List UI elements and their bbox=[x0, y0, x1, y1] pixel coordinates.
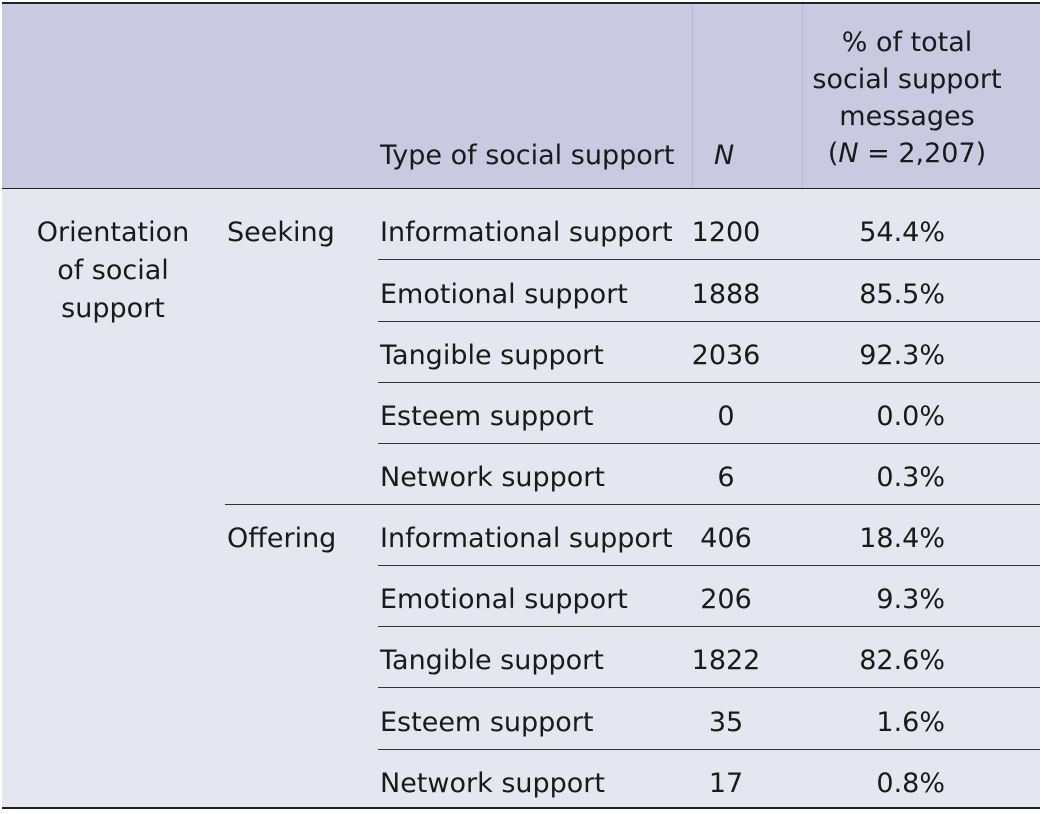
table-cell-type: Network support bbox=[380, 768, 605, 799]
header-type: Type of social support bbox=[380, 140, 675, 171]
table-header: Type of social support N % of total soci… bbox=[2, 4, 1040, 189]
table-cell-pct: 92.3% bbox=[859, 340, 945, 371]
orientation-label: Orientation of social support bbox=[36, 217, 190, 324]
table-cell-type: Emotional support bbox=[380, 279, 628, 310]
table-cell-n: 406 bbox=[700, 523, 752, 554]
header-n: N bbox=[714, 140, 735, 171]
header-percent-total: (N = 2,207) bbox=[827, 138, 987, 169]
table-cell-n: 6 bbox=[717, 462, 735, 493]
table-cell-n: 35 bbox=[708, 707, 744, 738]
table-cell-pct: 18.4% bbox=[859, 523, 945, 554]
group-label-offering: Offering bbox=[227, 523, 337, 554]
row-divider bbox=[378, 565, 1040, 566]
group-label-seeking: Seeking bbox=[227, 217, 335, 248]
table-cell-n: 206 bbox=[700, 584, 752, 615]
row-divider bbox=[378, 321, 1040, 322]
row-divider bbox=[378, 687, 1040, 688]
table-cell-n: 17 bbox=[708, 768, 744, 799]
table-cell-type: Esteem support bbox=[380, 401, 594, 432]
row-divider bbox=[378, 259, 1040, 260]
header-percent-line: % of total bbox=[841, 27, 973, 58]
table-cell-pct: 9.3% bbox=[876, 584, 945, 615]
table-cell-type: Tangible support bbox=[380, 340, 604, 371]
header-percent-line: messages bbox=[839, 101, 975, 132]
header-divider bbox=[692, 4, 693, 188]
table-cell-pct: 54.4% bbox=[859, 217, 945, 248]
table-cell-type: Informational support bbox=[380, 523, 673, 554]
table-cell-pct: 82.6% bbox=[859, 645, 945, 676]
table-cell-n: 1888 bbox=[691, 279, 761, 310]
table-cell-type: Emotional support bbox=[380, 584, 628, 615]
header-percent-line: social support bbox=[812, 64, 1002, 95]
table-cell-pct: 1.6% bbox=[876, 707, 945, 738]
table-cell-type: Informational support bbox=[380, 217, 673, 248]
table-cell-n: 0 bbox=[717, 401, 735, 432]
table-cell-n: 1200 bbox=[691, 217, 761, 248]
table-cell-type: Tangible support bbox=[380, 645, 604, 676]
row-divider bbox=[378, 382, 1040, 383]
row-divider bbox=[378, 749, 1040, 750]
table-cell-pct: 0.0% bbox=[876, 401, 945, 432]
table-cell-pct: 85.5% bbox=[859, 279, 945, 310]
row-divider bbox=[378, 626, 1040, 627]
table-cell-type: Esteem support bbox=[380, 707, 594, 738]
table-cell-n: 1822 bbox=[691, 645, 761, 676]
table-cell-type: Network support bbox=[380, 462, 605, 493]
header-divider bbox=[802, 4, 803, 188]
table-cell-pct: 0.3% bbox=[876, 462, 945, 493]
table-cell-pct: 0.8% bbox=[876, 768, 945, 799]
row-divider bbox=[378, 443, 1040, 444]
header-percent: % of total social support messages (N = … bbox=[802, 24, 1012, 172]
group-divider bbox=[225, 504, 1040, 505]
table-cell-n: 2036 bbox=[691, 340, 761, 371]
